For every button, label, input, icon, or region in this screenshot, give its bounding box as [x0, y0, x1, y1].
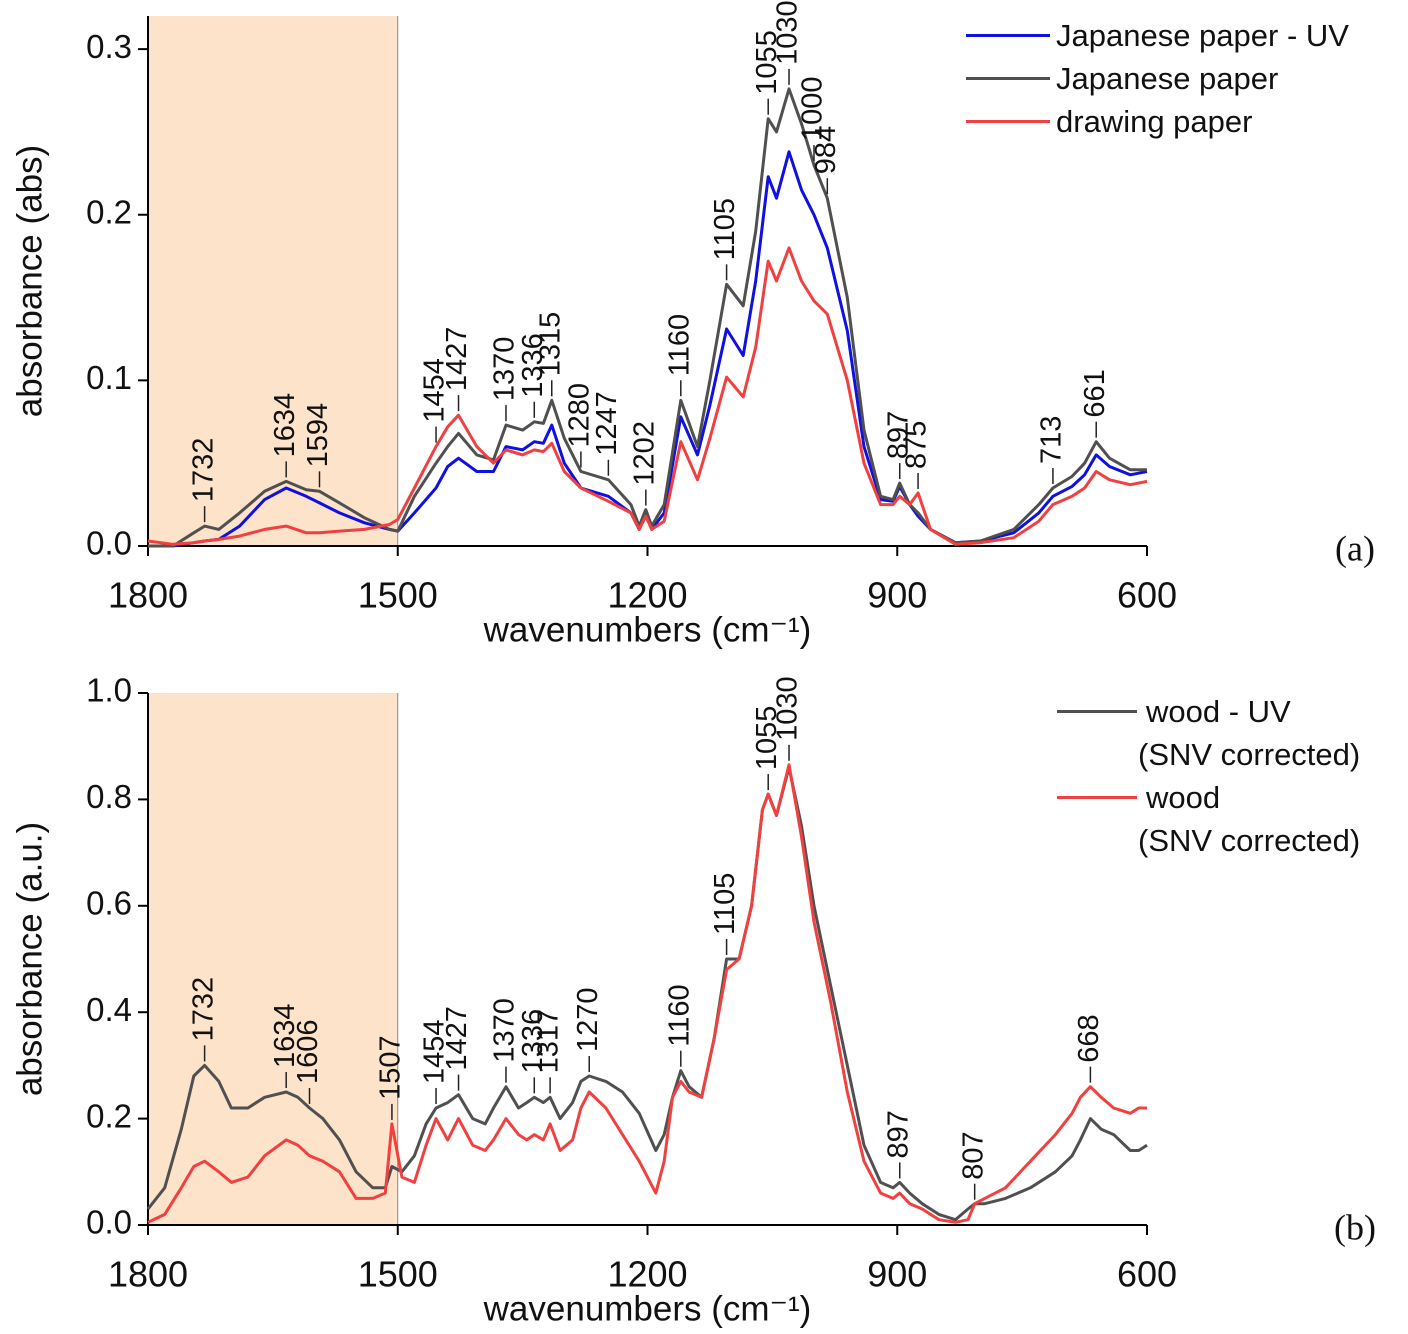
y-tick-label: 0.0	[86, 1204, 132, 1241]
peak-label: 713	[1036, 416, 1068, 464]
x-tick-label: 1200	[607, 575, 687, 616]
highlight-band	[148, 16, 398, 546]
peak-label: 1634	[269, 393, 301, 458]
highlight-band	[148, 693, 398, 1225]
x-tick-label: 1800	[108, 1254, 188, 1295]
peak-label: 1315	[534, 312, 566, 377]
peak-label: 1280	[564, 383, 596, 448]
x-tick-label: 1800	[108, 575, 188, 616]
peak-label: 1336	[517, 1009, 549, 1074]
legend-swatch	[1057, 796, 1137, 799]
legend-label: Japanese paper - UV	[1056, 18, 1349, 53]
peak-label: 1270	[572, 988, 604, 1053]
y-tick-label: 1.0	[86, 672, 132, 709]
peak-label: 1454	[419, 358, 451, 423]
peak-label: 1427	[441, 327, 473, 392]
y-tick-label: 0.6	[86, 885, 132, 922]
legend-label: wood - UV (SNV corrected)	[1138, 694, 1361, 772]
peak-label: 897	[882, 411, 914, 459]
legend-label: Japanese paper	[1056, 61, 1279, 96]
peak-label: 1160	[663, 984, 695, 1046]
legend-swatch	[966, 77, 1050, 80]
y-tick-label: 0.2	[86, 1097, 132, 1134]
peak-label: 1634	[269, 1003, 301, 1068]
x-axis-label: wavenumbers (cm⁻¹)	[483, 1289, 812, 1328]
peak-label: 1427	[441, 1006, 473, 1071]
y-tick-label: 0.8	[86, 778, 132, 815]
peak-label: 1594	[302, 403, 334, 468]
legend-label: wood (SNV corrected)	[1138, 780, 1361, 858]
x-tick-label: 1200	[607, 1254, 687, 1295]
peak-label: 875	[901, 421, 933, 469]
panel-label: (a)	[1335, 528, 1375, 568]
x-tick-label: 1500	[358, 575, 438, 616]
y-tick-label: 0.4	[86, 991, 132, 1028]
panel-label: (b)	[1334, 1207, 1376, 1247]
series-line	[147, 246, 1148, 546]
peak-label: 1055	[751, 30, 783, 95]
peak-label: 1247	[591, 391, 623, 456]
y-tick-label: 0.0	[86, 525, 132, 562]
peak-label: 1030	[772, 676, 804, 741]
peak-label: 1732	[187, 438, 219, 503]
peak-label: 1202	[628, 421, 660, 486]
peak-label: 1507	[375, 1035, 407, 1100]
peak-label: 661	[1079, 369, 1111, 417]
peak-label: 897	[882, 1110, 914, 1158]
legend-swatch	[1057, 710, 1137, 713]
peak-label: 1030	[772, 0, 804, 65]
peak-label: 1105	[709, 198, 741, 260]
peak-label: 1370	[489, 337, 521, 402]
peak-label: 1336	[517, 333, 549, 398]
peak-label: 1105	[709, 873, 741, 935]
legend-swatch	[966, 34, 1050, 37]
x-tick-label: 600	[1117, 1254, 1177, 1295]
series-line	[146, 766, 1148, 1222]
x-tick-label: 1500	[358, 1254, 438, 1295]
series-line	[147, 763, 1147, 1224]
legend-swatch	[966, 120, 1050, 123]
y-tick-label: 0.2	[86, 193, 132, 230]
peak-label: 1160	[663, 314, 695, 376]
peak-label: 1055	[751, 706, 783, 771]
peak-label: 1454	[419, 1019, 451, 1084]
legend-label: drawing paper	[1056, 104, 1253, 139]
x-axis-label: wavenumbers (cm⁻¹)	[483, 610, 812, 649]
y-axis-label: absorbance (abs)	[10, 145, 49, 417]
y-tick-label: 0.3	[86, 28, 132, 65]
x-tick-label: 900	[867, 1254, 927, 1295]
x-tick-label: 600	[1117, 575, 1177, 616]
peak-label: 668	[1073, 1014, 1105, 1062]
peak-label: 1606	[292, 1019, 324, 1084]
peak-label: 1000	[797, 77, 829, 142]
peak-label: 1732	[187, 977, 219, 1042]
y-axis-label: absorbance (a.u.)	[10, 822, 49, 1096]
peak-label: 1317	[533, 1009, 565, 1074]
x-tick-label: 900	[867, 575, 927, 616]
y-tick-label: 0.1	[86, 359, 132, 396]
peak-label: 1370	[489, 998, 521, 1063]
peak-label: 807	[957, 1131, 989, 1179]
peak-label: 984	[810, 126, 842, 174]
